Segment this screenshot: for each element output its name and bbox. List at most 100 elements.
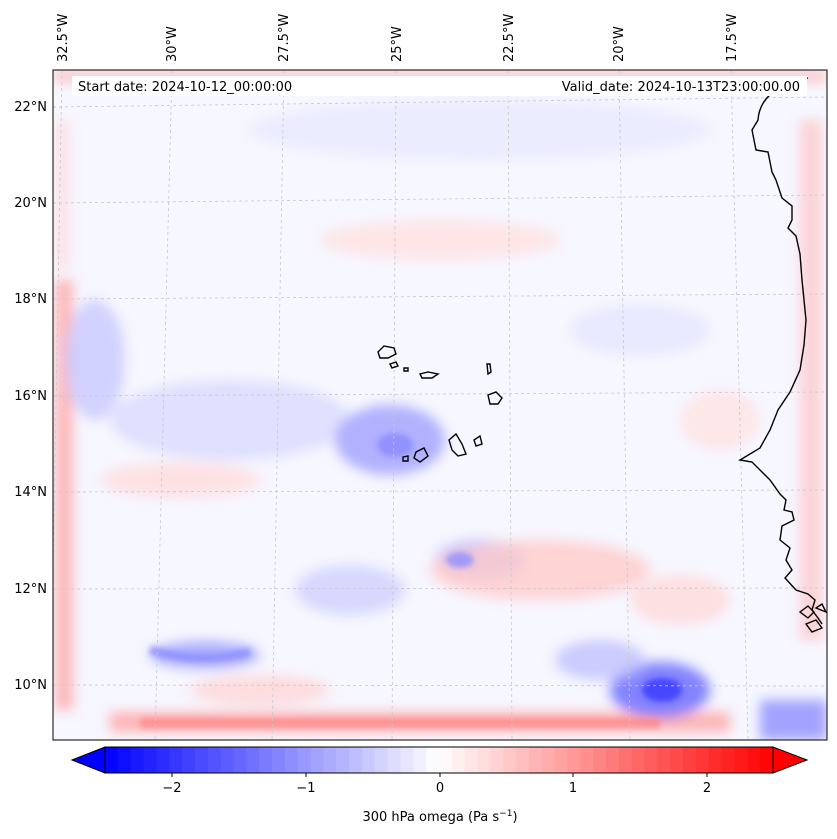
- colorbar-segment: [426, 747, 440, 773]
- graticule: [53, 70, 827, 740]
- gridline-lon-27-5: [271, 70, 285, 740]
- colorbar-segment: [117, 747, 132, 773]
- colorbar-segment: [670, 747, 684, 773]
- lon-label-25w: 25°W: [390, 26, 405, 62]
- lon-label-32-5w: 32.5°W: [56, 14, 71, 62]
- lon-label-20w: 20°W: [612, 26, 627, 62]
- colorbar-label-text: 300 hPa omega (Pa s: [362, 810, 499, 825]
- colorbar-segment: [683, 747, 697, 773]
- colorbar-segment: [272, 747, 286, 773]
- colorbar-segment: [246, 747, 260, 773]
- colorbar-segment: [439, 747, 453, 773]
- colorbar-segment: [721, 747, 736, 773]
- colorbar: −2 −1 0 1 2 300 hPa omega (Pa s−1): [70, 746, 809, 825]
- colorbar-segment: [580, 747, 594, 773]
- colorbar-min-extend: [70, 746, 106, 774]
- colorbar-segment: [606, 747, 620, 773]
- colorbar-segment: [618, 747, 633, 773]
- colorbar-segment: [374, 747, 389, 773]
- colorbar-segment: [182, 747, 196, 773]
- colorbar-segment: [156, 747, 170, 773]
- cape-verde-sao-vicente: [389, 361, 399, 369]
- cape-verde-santo-antao: [377, 345, 397, 359]
- colorbar-tick-marks: [171, 773, 708, 777]
- colorbar-segment: [233, 747, 247, 773]
- omega-field-detail: [140, 433, 682, 728]
- lat-label-10n: 10°N: [14, 678, 47, 693]
- gridline-lon-22-5: [507, 70, 513, 740]
- colorbar-tick-label: 2: [703, 781, 711, 796]
- cape-verde-sal: [486, 363, 492, 376]
- colorbar-segment: [194, 747, 209, 773]
- colorbar-segment: [413, 747, 427, 773]
- colorbar-tick-label: 1: [569, 781, 577, 796]
- colorbar-segment: [695, 747, 710, 773]
- colorbar-tick-label: −2: [162, 781, 181, 796]
- colorbar-segment: [400, 747, 414, 773]
- colorbar-label-exponent: −1: [499, 809, 512, 819]
- bijagos-islands: [798, 602, 827, 633]
- valid-date-label: Valid_date: 2024-10-13T23:00:00.00: [562, 80, 800, 95]
- colorbar-segment: [516, 747, 530, 773]
- longitude-labels: 32.5°W 30°W 27.5°W 25°W 22.5°W 20°W 17.5…: [56, 14, 740, 62]
- colorbar-segment: [310, 747, 324, 773]
- colorbar-segment: [503, 747, 517, 773]
- colorbar-segment: [259, 747, 273, 773]
- colorbar-tick-label: 0: [436, 781, 444, 796]
- colorbar-segment: [567, 747, 581, 773]
- gridline-lon-17-5: [730, 70, 749, 740]
- colorbar-segment: [130, 747, 145, 773]
- coastlines: [377, 77, 827, 633]
- header-strip: [72, 76, 807, 96]
- colorbar-segment: [528, 747, 543, 773]
- colorbar-segment: [477, 747, 491, 773]
- colorbar-segment: [554, 747, 569, 773]
- gridline-lon-20: [618, 70, 631, 740]
- cape-verde-maio: [473, 434, 483, 447]
- colorbar-segment: [593, 747, 607, 773]
- cape-verde-sao-nicolau: [418, 371, 440, 379]
- colorbar-segment: [657, 747, 671, 773]
- colorbar-segment: [541, 747, 556, 773]
- colorbar-segment: [349, 747, 363, 773]
- colorbar-label: 300 hPa omega (Pa s−1): [362, 809, 517, 825]
- cape-verde-santa-luzia: [403, 367, 409, 372]
- colorbar-segment: [169, 747, 183, 773]
- colorbar-segment: [760, 747, 774, 773]
- start-date-label: Start date: 2024-10-12_00:00:00: [78, 80, 292, 95]
- lon-label-17-5w: 17.5°W: [725, 14, 740, 62]
- colorbar-segment: [105, 747, 119, 773]
- colorbar-frame: [104, 746, 774, 774]
- colorbar-tick-label: −1: [296, 781, 315, 796]
- map-frame: [52, 69, 828, 741]
- cape-verde-santiago: [448, 432, 467, 457]
- lat-label-20n: 20°N: [14, 196, 47, 211]
- colorbar-segment: [451, 747, 466, 773]
- colorbar-segment: [490, 747, 504, 773]
- cape-verde-brava: [402, 455, 409, 462]
- lat-label-22n: 22°N: [14, 100, 47, 115]
- colorbar-segment: [297, 747, 312, 773]
- colorbar-segment: [323, 747, 337, 773]
- lon-label-30w: 30°W: [165, 26, 180, 62]
- colorbar-label-close: ): [512, 810, 517, 825]
- map-panel: Start date: 2024-10-12_00:00:00 Valid_da…: [52, 69, 828, 741]
- cape-verde-boa-vista: [487, 391, 503, 405]
- lat-label-18n: 18°N: [14, 292, 47, 307]
- lat-label-14n: 14°N: [14, 485, 47, 500]
- latitude-labels: 22°N 20°N 18°N 16°N 14°N 12°N 10°N: [14, 100, 47, 693]
- west-africa-coastline: [738, 77, 823, 625]
- lat-label-16n: 16°N: [14, 389, 47, 404]
- lon-label-27-5w: 27.5°W: [277, 14, 292, 62]
- lat-label-12n: 12°N: [14, 582, 47, 597]
- colorbar-segment: [284, 747, 299, 773]
- colorbar-segment: [336, 747, 350, 773]
- omega-field: [53, 70, 827, 740]
- colorbar-segment: [387, 747, 402, 773]
- colorbar-segment: [734, 747, 748, 773]
- gridline-lon-30: [154, 70, 173, 740]
- colorbar-segment: [644, 747, 658, 773]
- colorbar-segment: [143, 747, 157, 773]
- lon-label-22-5w: 22.5°W: [502, 14, 517, 62]
